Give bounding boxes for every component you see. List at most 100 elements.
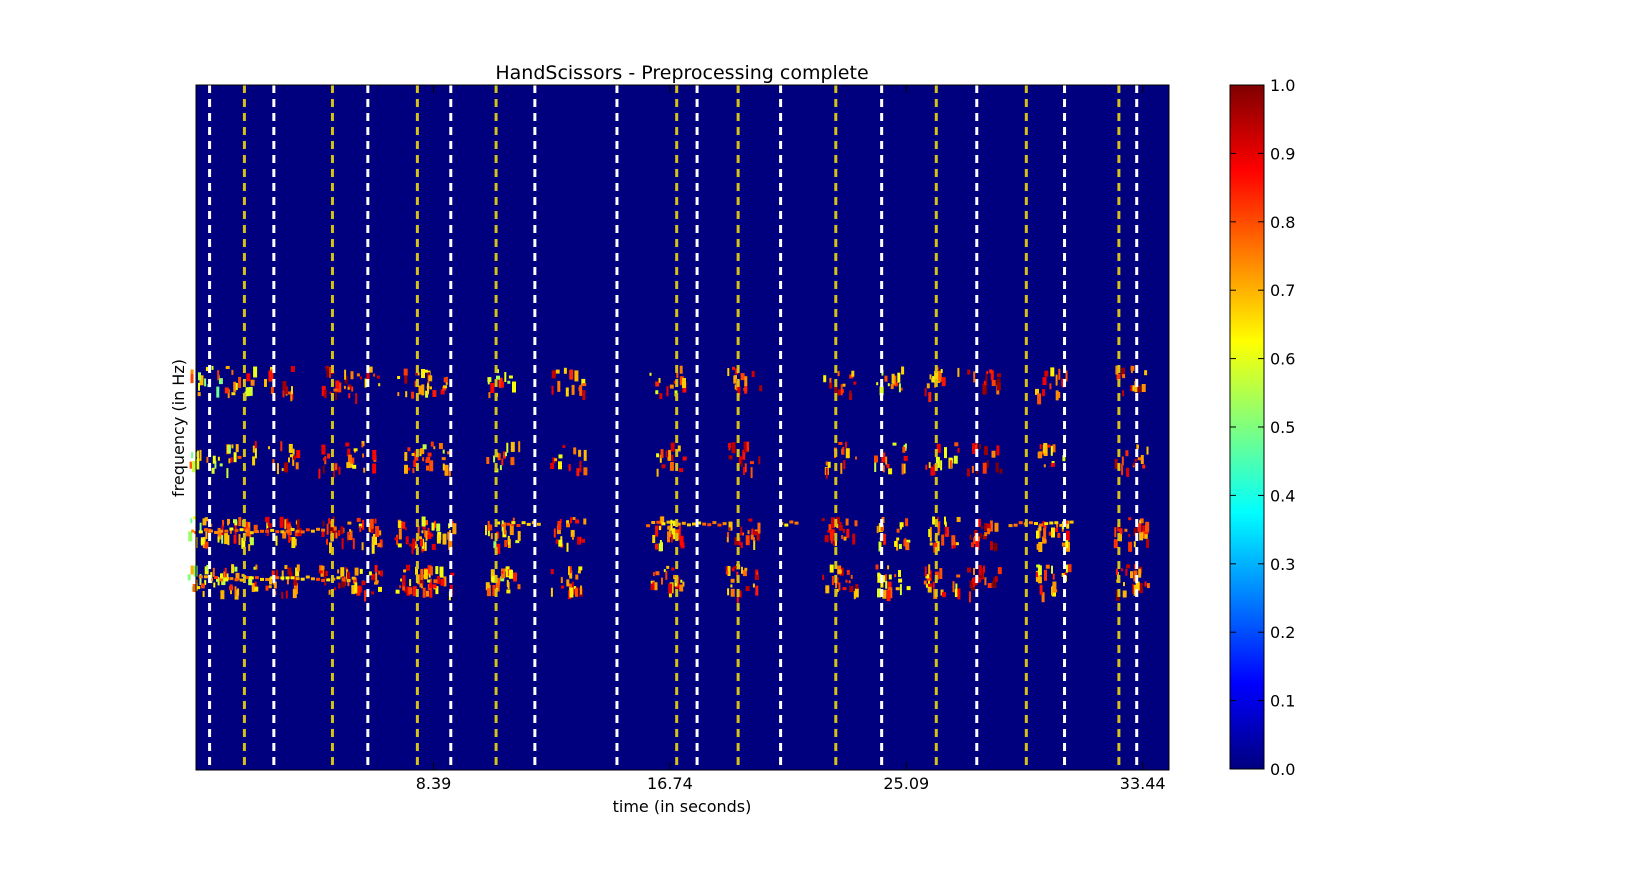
activity-cell xyxy=(748,518,753,522)
activity-cell xyxy=(671,520,676,524)
activity-cell xyxy=(338,530,341,537)
activity-cell xyxy=(341,581,346,588)
activity-cell xyxy=(928,564,931,575)
activity-cell xyxy=(717,523,722,527)
activity-cell xyxy=(835,581,838,589)
activity-cell xyxy=(741,566,743,574)
colorbar-tick-label: 0.0 xyxy=(1270,760,1295,779)
activity-cell xyxy=(248,576,253,586)
activity-cell xyxy=(712,521,717,525)
activity-cell xyxy=(277,463,279,475)
activity-cell xyxy=(430,441,434,447)
activity-cell xyxy=(490,383,495,393)
activity-cell xyxy=(679,584,684,592)
activity-cell xyxy=(360,376,362,380)
activity-cell xyxy=(852,533,856,545)
activity-cell xyxy=(969,534,972,540)
activity-cell xyxy=(979,444,982,450)
activity-cell xyxy=(493,541,497,549)
activity-cell xyxy=(296,519,300,531)
activity-cell xyxy=(837,371,840,377)
activity-cell xyxy=(244,576,249,579)
activity-cell xyxy=(1144,581,1147,587)
activity-cell xyxy=(1121,367,1125,376)
activity-cell xyxy=(324,571,328,577)
activity-cell xyxy=(406,467,411,471)
activity-cell xyxy=(376,375,380,379)
activity-cell xyxy=(324,582,327,586)
activity-cell xyxy=(933,464,936,476)
activity-cell xyxy=(280,441,283,452)
activity-cell xyxy=(682,378,686,388)
activity-cell xyxy=(518,441,521,453)
activity-cell xyxy=(249,532,252,542)
activity-cell xyxy=(982,534,987,540)
activity-cell xyxy=(902,446,906,453)
activity-cell xyxy=(682,581,685,587)
activity-cell xyxy=(362,453,365,458)
activity-cell xyxy=(191,452,194,459)
activity-cell xyxy=(882,533,886,545)
activity-cell xyxy=(1140,455,1144,464)
activity-cell xyxy=(991,380,996,386)
activity-cell xyxy=(198,372,201,381)
activity-cell xyxy=(899,584,902,596)
activity-cell xyxy=(876,382,879,386)
activity-cell xyxy=(397,376,401,379)
activity-cell xyxy=(421,530,424,534)
activity-cell xyxy=(197,586,201,590)
activity-cell xyxy=(442,463,445,471)
activity-cell xyxy=(291,386,293,395)
activity-cell xyxy=(404,375,408,384)
activity-cell xyxy=(294,538,297,546)
activity-cell xyxy=(583,518,587,525)
activity-cell xyxy=(510,457,515,466)
activity-cell xyxy=(992,581,997,588)
activity-cell xyxy=(400,578,403,582)
activity-cell xyxy=(751,371,755,377)
activity-cell xyxy=(288,571,293,579)
activity-cell xyxy=(422,457,425,462)
activity-cell xyxy=(418,385,423,395)
activity-cell xyxy=(1052,444,1056,453)
activity-cell xyxy=(281,570,284,581)
activity-cell xyxy=(205,528,208,540)
activity-cell xyxy=(885,580,888,589)
activity-cell xyxy=(954,442,959,447)
colorbar-ticks: 0.0 0.1 0.2 0.3 0.4 0.5 0.6 0.7 0.8 0.9 1.0 xyxy=(1230,76,1295,779)
activity-cell xyxy=(876,525,879,533)
activity-cell xyxy=(660,542,663,552)
activity-cell xyxy=(428,375,433,382)
activity-cell xyxy=(218,531,223,540)
activity-cell xyxy=(279,516,284,528)
activity-cell xyxy=(982,462,987,474)
activity-cell xyxy=(504,372,507,382)
activity-cell xyxy=(975,442,978,450)
activity-cell xyxy=(583,449,587,461)
activity-cell xyxy=(288,457,290,463)
activity-cell xyxy=(743,441,747,453)
activity-cell xyxy=(486,588,491,597)
activity-cell xyxy=(1048,531,1053,536)
activity-cell xyxy=(1130,365,1135,371)
activity-cell xyxy=(405,391,408,398)
activity-cell xyxy=(268,585,272,589)
activity-cell xyxy=(432,390,437,397)
activity-cell xyxy=(931,378,936,383)
activity-cell xyxy=(956,517,961,522)
activity-cell xyxy=(558,454,563,459)
activity-cell xyxy=(403,368,408,376)
activity-cell xyxy=(734,375,737,380)
activity-cell xyxy=(368,366,373,373)
activity-cell xyxy=(894,540,898,547)
activity-cell xyxy=(1052,581,1057,593)
activity-cell xyxy=(670,519,673,531)
activity-cell xyxy=(322,520,325,527)
activity-cell xyxy=(428,573,431,578)
activity-cell xyxy=(509,569,513,579)
activity-cell xyxy=(1043,464,1046,468)
activity-cell xyxy=(347,531,350,540)
activity-cell xyxy=(282,390,285,398)
activity-cell xyxy=(374,518,377,524)
y-axis-label: frequency (in Hz) xyxy=(169,359,188,497)
